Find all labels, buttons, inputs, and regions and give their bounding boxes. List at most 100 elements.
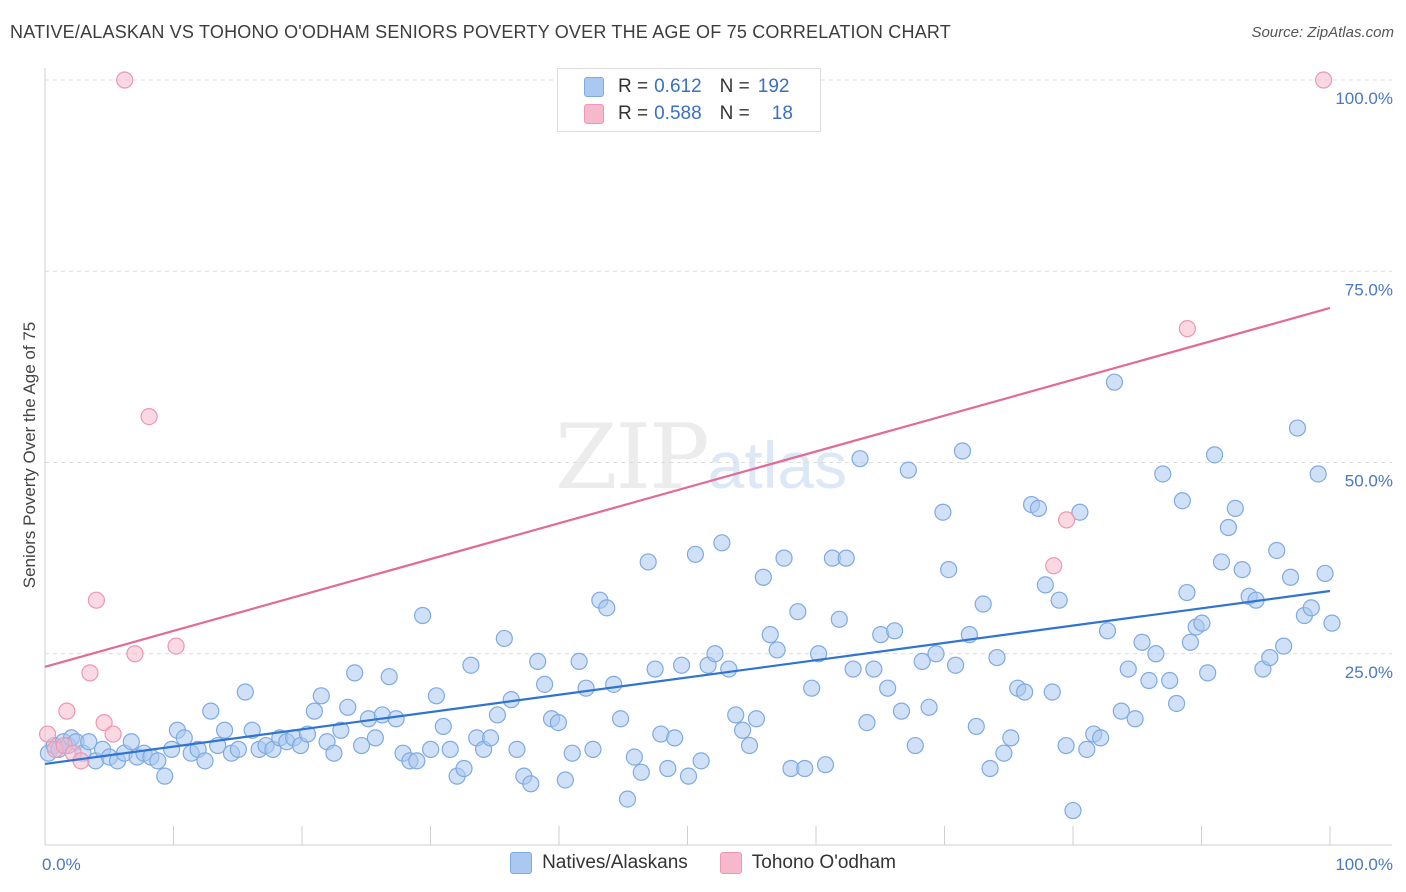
scatter-point-natives (734, 721, 752, 739)
scatter-point-natives (803, 679, 821, 697)
scatter-point-natives (1105, 373, 1124, 391)
legend-label-tohono: Tohono O'odham (751, 852, 896, 873)
scatter-point-natives (339, 698, 357, 716)
scatter-point-natives (529, 652, 547, 671)
scatter-point-natives (679, 767, 698, 785)
scatter-point-natives (1112, 702, 1130, 720)
scatter-point-natives (906, 736, 924, 755)
scatter-point-natives (481, 729, 500, 747)
scatter-point-natives (720, 660, 738, 678)
scatter-point-natives (488, 706, 507, 724)
chart-title: NATIVE/ALASKAN VS TOHONO O'ODHAM SENIORS… (10, 22, 951, 42)
scatter-point-natives (1002, 729, 1020, 747)
scatter-point-natives (1092, 729, 1110, 747)
scatter-point-natives (632, 763, 650, 781)
legend-r-label: R = (618, 76, 649, 97)
scatter-point-natives (156, 767, 174, 785)
scatter-point-tohono (116, 71, 134, 89)
scatter-point-natives (434, 717, 452, 736)
scatter-point-natives (659, 759, 677, 778)
scatter-point-natives (243, 721, 261, 739)
scatter-point-natives (427, 687, 445, 705)
scatter-point-natives (927, 645, 945, 663)
scatter-point-natives (851, 450, 869, 468)
scatter-point-natives (940, 560, 958, 579)
watermark: ZIPatlas (555, 405, 847, 510)
scatter-point-natives (352, 736, 371, 755)
scatter-point-tohono (38, 725, 57, 743)
legend-swatch-tohono (584, 104, 604, 124)
scatter-point-natives (837, 549, 855, 567)
scatter-point-tohono (1057, 511, 1076, 529)
legend-r-value: 0.588 (654, 103, 702, 124)
scatter-point-natives (1029, 499, 1048, 517)
scatter-point-natives (988, 648, 1006, 667)
scatter-point-natives (789, 603, 807, 621)
scatter-point-natives (413, 606, 432, 625)
legend-n-value: 18 (771, 103, 793, 124)
scatter-point-natives (761, 626, 779, 644)
scatter-point-tohono (95, 713, 113, 732)
scatter-point-natives (611, 710, 630, 728)
legend-item-natives: Natives/Alaskans (510, 852, 688, 874)
legend-n-value: 192 (757, 76, 790, 97)
scatter-point-natives (441, 740, 459, 758)
scatter-point-natives (332, 721, 350, 739)
scatter-point-natives (1219, 518, 1237, 537)
legend-r-label: R = (618, 103, 649, 124)
scatter-point-natives (1016, 683, 1034, 701)
scatter-point-natives (1173, 492, 1191, 510)
scatter-point-natives (1281, 568, 1300, 586)
scatter-point-natives (236, 683, 254, 701)
scatter-point-natives (312, 687, 330, 705)
scatter-point-natives (80, 733, 98, 751)
scatter-point-natives (1316, 564, 1334, 583)
scatter-point-natives (325, 744, 343, 762)
scatter-point-natives (462, 656, 480, 674)
scatter-point-tohono (1045, 557, 1063, 575)
scatter-point-natives (934, 503, 952, 521)
scatter-point-natives (1161, 671, 1179, 690)
scatter-point-natives (422, 740, 440, 758)
scatter-point-natives (754, 568, 772, 586)
scatter-point-natives (686, 545, 705, 563)
scatter-point-natives (380, 668, 398, 686)
scatter-point-natives (706, 645, 724, 663)
scatter-point-natives (536, 675, 554, 693)
scatter-point-natives (1119, 660, 1137, 678)
scatter-point-natives (215, 721, 234, 739)
scatter-point-natives (796, 759, 814, 778)
scatter-point-natives (967, 717, 985, 736)
scatter-point-natives (844, 660, 862, 678)
legend-swatch-natives (510, 852, 533, 874)
scatter-point-natives (1036, 576, 1054, 594)
legend-n-label: N = (719, 76, 750, 97)
scatter-point-natives (768, 641, 786, 659)
scatter-point-natives (556, 771, 574, 789)
scatter-point-natives (1126, 710, 1144, 728)
watermark-zip: ZIP (555, 405, 710, 510)
scatter-point-natives (885, 622, 904, 640)
legend-label-natives: Natives/Alaskans (542, 852, 688, 873)
y-axis-label: Seniors Poverty Over the Age of 75 (20, 321, 39, 589)
scatter-point-natives (1205, 446, 1224, 464)
watermark-atlas: atlas (707, 428, 848, 502)
y-tick-label: 25.0% (1345, 663, 1393, 682)
scatter-point-natives (1268, 541, 1286, 560)
scatter-point-natives (563, 744, 581, 762)
scatter-point-natives (196, 752, 214, 770)
scatter-point-natives (775, 549, 793, 567)
scatter-point-natives (1178, 583, 1196, 602)
scatter-point-natives (1078, 740, 1096, 758)
y-tick-label: 100.0% (1335, 89, 1393, 108)
scatter-point-natives (830, 610, 848, 628)
scatter-point-tohono (140, 408, 158, 426)
scatter-point-natives (577, 679, 595, 697)
scatter-point-natives (1050, 591, 1068, 609)
scatter-point-natives (1193, 614, 1211, 632)
legend-swatch-natives (584, 77, 604, 97)
scatter-point-natives (122, 733, 140, 751)
scatter-point-natives (1233, 560, 1251, 579)
scatter-point-natives (1309, 465, 1327, 483)
